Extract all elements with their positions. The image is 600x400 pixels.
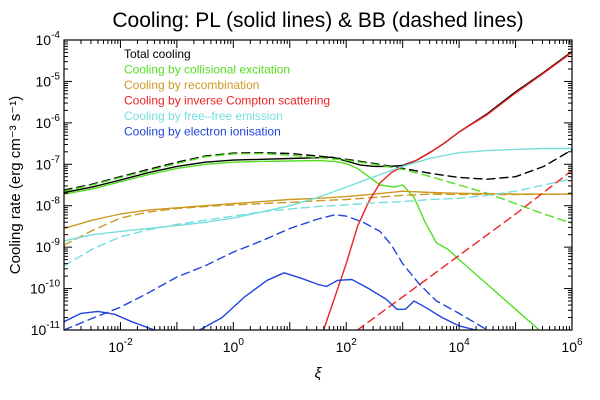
x-axis-label: ξ: [315, 365, 323, 382]
series-line-2: [64, 149, 572, 191]
y-axis-label: Cooling rate (erg cm⁻³ s⁻¹): [7, 96, 24, 274]
y-tick-label: 10-5: [36, 71, 61, 89]
plot-frame: [63, 39, 573, 331]
y-tick-label: 10-8: [36, 196, 61, 214]
series-line-11: [64, 272, 478, 330]
x-tick-label: 106: [561, 337, 583, 355]
legend-entry: Cooling by collisional excitation: [124, 63, 290, 77]
series-line-3: [64, 159, 541, 330]
y-tick-label: 10-6: [36, 113, 61, 131]
series-line-7: [322, 51, 572, 330]
x-tick-label: 102: [336, 337, 358, 355]
legend-entry: Cooling by electron ionisation: [124, 125, 281, 139]
y-tick-label: 10-11: [31, 320, 61, 338]
y-tick-label: 10-7: [36, 154, 61, 172]
legend-entry: Total cooling: [124, 47, 191, 61]
x-tick-label: 10-2: [108, 337, 133, 355]
legend-entry: Cooling by recombination: [124, 78, 259, 92]
series-line-4: [64, 152, 572, 224]
tick-layer: 10-2 100 102 104 106 10-11 10-10 10-9 10-8 10-7 10…: [30, 30, 583, 355]
series-line-6: [64, 193, 572, 246]
x-tick-label: 100: [223, 337, 245, 355]
legend: Total cooling Cooling by collisional exci…: [124, 47, 330, 139]
series-line-10: [64, 178, 572, 267]
chart-title: Cooling: PL (solid lines) & BB (dashed l…: [112, 9, 523, 32]
series-layer: [64, 50, 572, 330]
series-line-12: [64, 214, 490, 330]
y-tick-label: 10-4: [36, 30, 61, 48]
y-tick-label: 10-10: [30, 279, 60, 297]
legend-entry: Cooling by free–free emission: [124, 109, 283, 123]
series-line-9: [64, 147, 572, 242]
x-tick-label: 104: [449, 337, 471, 355]
y-tick-label: 10-9: [36, 237, 61, 255]
legend-entry: Cooling by inverse Compton scattering: [124, 94, 330, 108]
series-line-5: [64, 190, 572, 230]
